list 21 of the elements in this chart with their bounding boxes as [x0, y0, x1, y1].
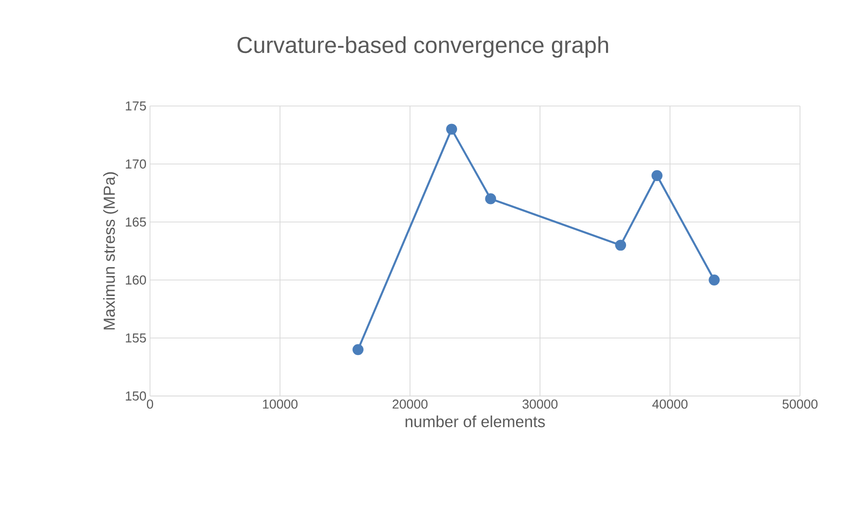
y-tick-label: 175 [126, 101, 146, 111]
point [485, 193, 496, 204]
y-tick-label: 170 [126, 159, 146, 169]
chart-title: Curvature-based convergence graph [238, 36, 608, 58]
y-tick-label: 155 [126, 333, 146, 342]
y-tick-label: 165 [126, 217, 146, 227]
point [615, 240, 626, 251]
x-tick-label: 20000 [392, 400, 428, 409]
x-tick-label: 30000 [522, 400, 558, 409]
x-tick-label: 10000 [262, 400, 298, 409]
point [652, 170, 663, 182]
x-tick-label: 0 [146, 400, 154, 409]
point [708, 274, 720, 286]
point [446, 124, 458, 135]
x-tick-label: 40000 [652, 400, 688, 409]
y-tick-label: 160 [126, 275, 146, 285]
point [352, 344, 364, 356]
x-axis-title: number of elements [406, 416, 545, 428]
y-tick-label: 150 [126, 391, 146, 401]
x-tick-label: 50000 [782, 400, 818, 409]
y-axis-title: Maximun stress (MPa) [103, 172, 118, 330]
